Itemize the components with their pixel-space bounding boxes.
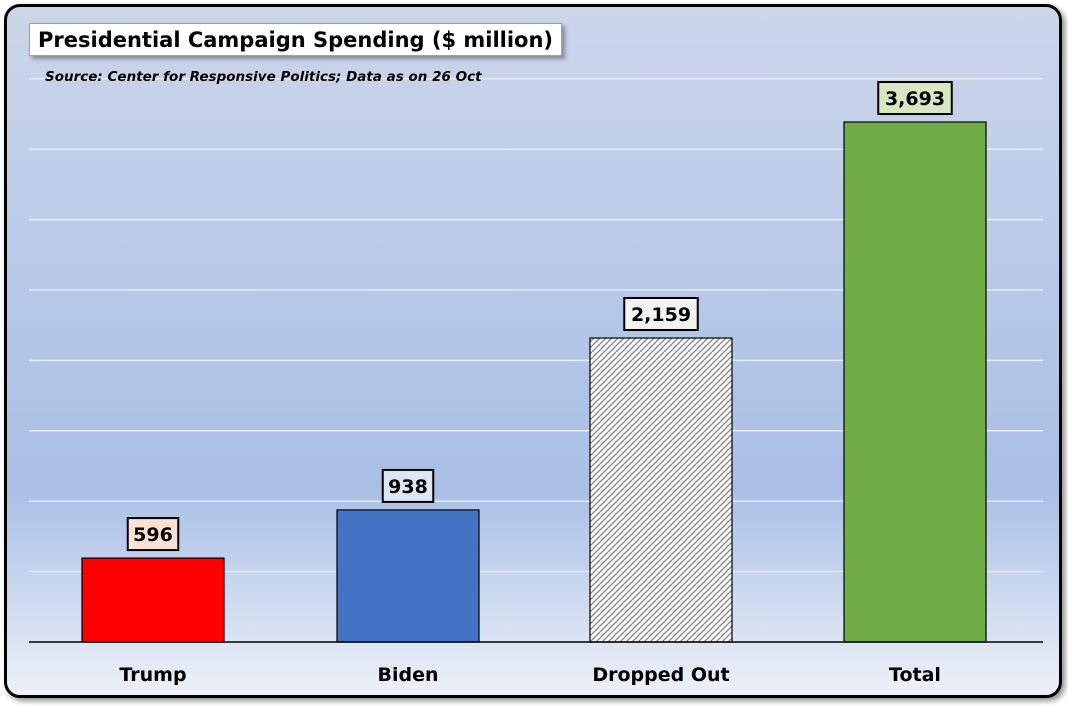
data-label-text: 3,693	[885, 88, 945, 110]
chart-frame: 596 938 2,159 3,693 Trump Biden Dropped Out To…	[4, 4, 1062, 698]
data-label: 3,693	[877, 81, 953, 116]
chart-title: Presidential Campaign Spending ($ millio…	[29, 23, 563, 56]
gridlines	[29, 78, 1043, 573]
chart-subtitle: Source: Center for Responsive Politics; …	[45, 69, 482, 85]
data-label-box	[381, 468, 435, 503]
bar-dropped-out	[589, 337, 733, 643]
data-label: 938	[381, 468, 435, 503]
data-label-text: 938	[388, 476, 428, 498]
data-label: 596	[126, 517, 180, 552]
bar-total	[843, 121, 987, 643]
category-label: Biden	[377, 664, 438, 686]
data-label: 2,159	[623, 297, 699, 332]
category-labels: Trump Biden Dropped Out Total	[119, 664, 941, 686]
data-label-box	[623, 297, 699, 332]
data-label-box	[877, 81, 953, 116]
bars	[81, 121, 987, 643]
chart-plot: 596 938 2,159 3,693 Trump Biden Dropped Out To…	[29, 78, 1043, 686]
category-label: Trump	[119, 664, 186, 686]
data-label-text: 2,159	[631, 304, 691, 326]
category-label: Total	[889, 664, 941, 686]
data-label-text: 596	[133, 524, 173, 546]
bar-trump	[81, 557, 225, 643]
category-label: Dropped Out	[592, 664, 729, 686]
bar-biden	[336, 509, 480, 643]
data-label-box	[126, 517, 180, 552]
data-labels: 596 938 2,159 3,693	[126, 81, 953, 552]
